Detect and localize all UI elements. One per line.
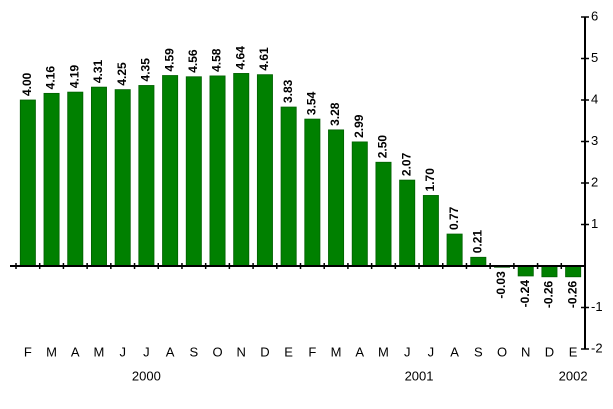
value-label: 4.56 — [186, 49, 200, 73]
x-tick-label: D — [545, 344, 554, 359]
y-tick-label: 4 — [591, 91, 598, 106]
bar — [256, 74, 273, 267]
year-label: 2000 — [132, 368, 161, 383]
x-tick-label: M — [94, 344, 105, 359]
value-label: 4.64 — [233, 46, 247, 70]
value-label: 4.58 — [210, 48, 224, 72]
value-label: 4.31 — [91, 59, 105, 83]
value-label: 3.28 — [328, 102, 342, 126]
x-tick-label: J — [119, 344, 126, 359]
x-tick-label: A — [166, 344, 175, 359]
value-label: 3.83 — [281, 79, 295, 103]
x-tick-label: E — [569, 344, 578, 359]
x-tick-label: N — [237, 344, 246, 359]
x-tick-label: O — [212, 344, 222, 359]
x-tick-label: M — [46, 344, 57, 359]
x-tick-label: A — [355, 344, 364, 359]
bar — [517, 265, 534, 277]
value-label: -0.26 — [565, 280, 579, 308]
value-label: 2.50 — [376, 135, 390, 159]
x-tick-label: F — [308, 344, 316, 359]
bar — [162, 75, 179, 267]
bar — [138, 85, 155, 267]
bar — [67, 91, 84, 267]
x-tick-label: J — [428, 344, 435, 359]
value-label: -0.24 — [518, 280, 532, 308]
value-label: -0.03 — [494, 271, 508, 299]
value-label: 4.35 — [139, 58, 153, 82]
value-label: 2.07 — [399, 152, 413, 176]
x-tick-label: S — [189, 344, 198, 359]
value-label: 0.21 — [470, 230, 484, 254]
bar — [446, 233, 463, 267]
y-tick-label: 2 — [591, 174, 598, 189]
bar — [328, 129, 345, 267]
bar — [375, 161, 392, 267]
y-tick-label: 3 — [591, 133, 598, 148]
x-tick-label: J — [404, 344, 411, 359]
y-tick-label: 6 — [591, 8, 598, 23]
value-label: 3.54 — [305, 91, 319, 115]
value-label: 4.19 — [67, 64, 81, 88]
x-tick-label: M — [378, 344, 389, 359]
x-tick-label: S — [474, 344, 483, 359]
value-label: 4.16 — [44, 66, 58, 90]
bar — [19, 99, 36, 267]
value-label: 0.77 — [447, 206, 461, 230]
bar — [470, 256, 487, 267]
bar — [280, 106, 297, 267]
y-tick-label: 1 — [591, 216, 598, 231]
bar — [541, 265, 558, 278]
bar — [233, 73, 250, 267]
bar — [90, 86, 107, 267]
bar — [43, 92, 60, 267]
x-tick-label: E — [284, 344, 293, 359]
x-tick-label: M — [331, 344, 342, 359]
x-tick-label: J — [143, 344, 150, 359]
bar — [304, 118, 321, 267]
value-label: 4.59 — [162, 48, 176, 72]
y-tick-label: 5 — [591, 50, 598, 65]
bar — [565, 265, 582, 278]
bar — [422, 195, 439, 267]
x-tick-label: O — [497, 344, 507, 359]
bar — [209, 75, 226, 267]
value-label: 1.70 — [423, 168, 437, 192]
value-label: 4.61 — [257, 47, 271, 71]
y-tick-label: -2 — [591, 340, 603, 355]
bar — [114, 89, 131, 267]
x-tick-label: A — [450, 344, 459, 359]
bar — [351, 141, 368, 267]
bar — [185, 76, 202, 267]
value-label: 4.25 — [115, 62, 129, 86]
year-label: 2001 — [405, 368, 434, 383]
x-tick-label: F — [24, 344, 32, 359]
value-label: -0.26 — [542, 280, 556, 308]
year-label: 2002 — [559, 368, 588, 383]
bar — [399, 179, 416, 267]
x-tick-label: N — [521, 344, 530, 359]
x-tick-label: D — [260, 344, 269, 359]
y-tick-label: -1 — [591, 299, 603, 314]
value-label: 4.00 — [20, 72, 34, 96]
x-tick-label: A — [71, 344, 80, 359]
value-label: 2.99 — [352, 114, 366, 138]
